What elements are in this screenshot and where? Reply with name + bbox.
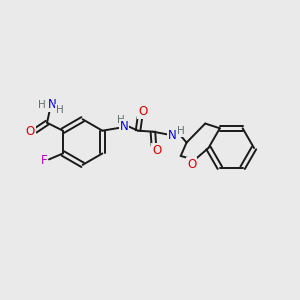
Text: H: H: [56, 105, 64, 115]
Text: O: O: [138, 105, 148, 119]
Text: O: O: [26, 125, 35, 138]
Text: N: N: [48, 98, 56, 111]
Text: N: N: [168, 129, 177, 142]
Text: F: F: [41, 154, 47, 167]
Text: H: H: [177, 126, 184, 136]
Text: H: H: [38, 100, 46, 110]
Text: O: O: [152, 144, 161, 157]
Text: N: N: [120, 120, 128, 133]
Text: H: H: [117, 115, 125, 125]
Text: O: O: [187, 158, 196, 171]
